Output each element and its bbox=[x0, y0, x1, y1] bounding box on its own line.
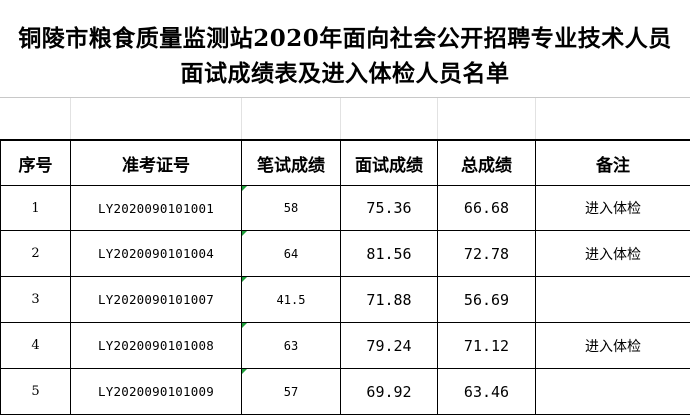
remark-cell[interactable]: 进入体检 bbox=[535, 322, 690, 369]
header-row: 序号 准考证号 笔试成绩 面试成绩 总成绩 备注 bbox=[0, 140, 690, 186]
interview-cell[interactable]: 79.24 bbox=[340, 322, 438, 369]
total-cell[interactable]: 71.12 bbox=[437, 322, 536, 369]
title-cell[interactable]: 铜陵市粮食质量监测站2020年面向社会公开招聘专业技术人员 面试成绩表及进入体检… bbox=[0, 0, 690, 98]
table-row: 2 LY2020090101004 64 81.56 72.78 进入体检 bbox=[0, 230, 690, 277]
header-total[interactable]: 总成绩 bbox=[437, 140, 536, 186]
header-ticket[interactable]: 准考证号 bbox=[70, 140, 242, 186]
seq-cell[interactable]: 4 bbox=[0, 322, 71, 369]
gridline bbox=[70, 98, 71, 139]
ticket-cell[interactable]: LY2020090101001 bbox=[70, 185, 242, 231]
remark-cell[interactable] bbox=[535, 276, 690, 323]
gridline bbox=[241, 98, 242, 139]
header-seq[interactable]: 序号 bbox=[0, 140, 71, 186]
score-table: 序号 准考证号 笔试成绩 面试成绩 总成绩 备注 1 LY20200901010… bbox=[0, 140, 690, 415]
ticket-cell[interactable]: LY2020090101009 bbox=[70, 368, 242, 415]
title-line-1: 铜陵市粮食质量监测站2020年面向社会公开招聘专业技术人员 bbox=[18, 25, 672, 52]
header-interview[interactable]: 面试成绩 bbox=[340, 140, 438, 186]
table-row: 1 LY2020090101001 58 75.36 66.68 进入体检 bbox=[0, 185, 690, 231]
ticket-cell[interactable]: LY2020090101004 bbox=[70, 230, 242, 277]
table-row: 4 LY2020090101008 63 79.24 71.12 进入体检 bbox=[0, 322, 690, 369]
header-written[interactable]: 笔试成绩 bbox=[241, 140, 341, 186]
seq-cell[interactable]: 2 bbox=[0, 230, 71, 277]
written-cell[interactable]: 41.5 bbox=[241, 276, 341, 323]
comment-marker-icon bbox=[242, 186, 247, 191]
ticket-cell[interactable]: LY2020090101007 bbox=[70, 276, 242, 323]
remark-cell[interactable]: 进入体检 bbox=[535, 230, 690, 277]
remark-cell[interactable] bbox=[535, 368, 690, 415]
table-row: 3 LY2020090101007 41.5 71.88 56.69 bbox=[0, 276, 690, 323]
total-cell[interactable]: 56.69 bbox=[437, 276, 536, 323]
title-line-2: 面试成绩表及进入体检人员名单 bbox=[180, 60, 510, 87]
written-cell[interactable]: 57 bbox=[241, 368, 341, 415]
gridline bbox=[340, 98, 341, 139]
written-value: 41.5 bbox=[276, 292, 306, 307]
total-cell[interactable]: 66.68 bbox=[437, 185, 536, 231]
total-cell[interactable]: 63.46 bbox=[437, 368, 536, 415]
written-cell[interactable]: 63 bbox=[241, 322, 341, 369]
gridline bbox=[437, 98, 438, 139]
seq-cell[interactable]: 5 bbox=[0, 368, 71, 415]
written-value: 63 bbox=[283, 338, 299, 353]
written-cell[interactable]: 64 bbox=[241, 230, 341, 277]
header-remark[interactable]: 备注 bbox=[535, 140, 690, 186]
written-cell[interactable]: 58 bbox=[241, 185, 341, 231]
interview-cell[interactable]: 81.56 bbox=[340, 230, 438, 277]
gridline bbox=[535, 98, 536, 139]
comment-marker-icon bbox=[242, 277, 247, 282]
written-value: 58 bbox=[283, 201, 299, 215]
table-row: 5 LY2020090101009 57 69.92 63.46 bbox=[0, 368, 690, 415]
comment-marker-icon bbox=[242, 323, 247, 328]
seq-cell[interactable]: 3 bbox=[0, 276, 71, 323]
interview-cell[interactable]: 75.36 bbox=[340, 185, 438, 231]
comment-marker-icon bbox=[242, 369, 247, 374]
interview-cell[interactable]: 71.88 bbox=[340, 276, 438, 323]
interview-cell[interactable]: 69.92 bbox=[340, 368, 438, 415]
written-value: 57 bbox=[283, 384, 299, 399]
comment-marker-icon bbox=[242, 231, 247, 236]
written-value: 64 bbox=[283, 246, 299, 261]
seq-cell[interactable]: 1 bbox=[0, 185, 71, 231]
empty-row[interactable] bbox=[0, 98, 690, 140]
total-cell[interactable]: 72.78 bbox=[437, 230, 536, 277]
remark-cell[interactable]: 进入体检 bbox=[535, 185, 690, 231]
ticket-cell[interactable]: LY2020090101008 bbox=[70, 322, 242, 369]
